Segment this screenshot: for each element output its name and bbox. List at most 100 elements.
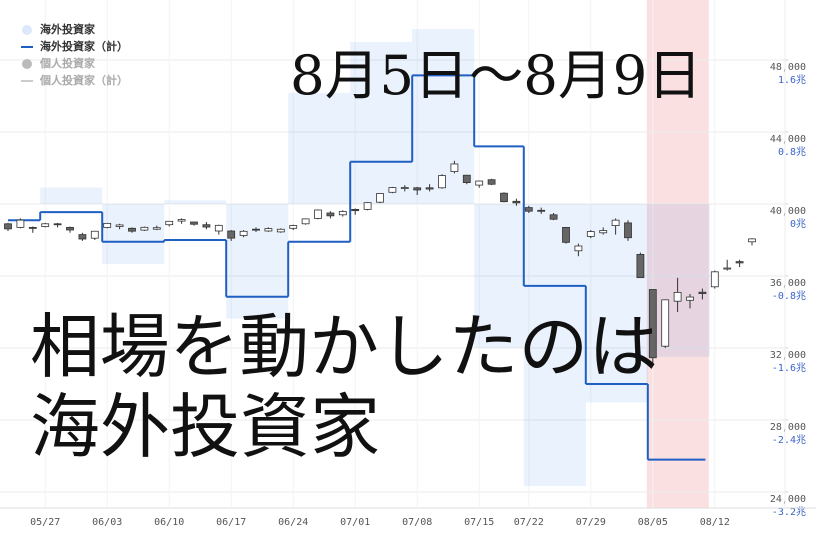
candle-body xyxy=(710,271,719,288)
flow-bar xyxy=(474,203,524,348)
candle-body xyxy=(413,187,422,191)
flow-bar xyxy=(288,92,351,204)
x-tick-label: 08/12 xyxy=(700,517,730,528)
flow-bar xyxy=(350,41,413,204)
y2-tick-label: -1.6兆 xyxy=(772,362,806,374)
candle-body xyxy=(314,209,322,219)
y-tick-label: 40,000 xyxy=(770,206,806,217)
headline: 相場を動かしたのは xyxy=(30,306,658,388)
candle-body xyxy=(115,224,124,227)
x-tick-label: 07/08 xyxy=(402,517,432,528)
y-tick-label: 28,000 xyxy=(770,422,806,433)
candle-body xyxy=(475,180,484,186)
candle-body xyxy=(202,224,211,228)
candle-body xyxy=(41,223,50,227)
candle-body xyxy=(698,291,707,294)
candle-body xyxy=(239,230,248,236)
candle-body xyxy=(624,222,632,239)
candle-body xyxy=(636,253,645,279)
flow-bar xyxy=(164,200,227,204)
x-tick-label: 06/03 xyxy=(92,517,122,528)
candle-body xyxy=(450,163,459,172)
y-tick-label: 36,000 xyxy=(770,278,806,289)
flow-bar xyxy=(226,203,289,319)
candle-body xyxy=(78,234,87,240)
x-tick-label: 06/10 xyxy=(154,517,184,528)
legend-label: 個人投資家（計） xyxy=(39,73,128,87)
legend-label: 海外投資家（計） xyxy=(40,39,128,53)
candle-body xyxy=(735,261,744,264)
candle-body xyxy=(462,174,471,183)
candle-body xyxy=(586,231,595,237)
candle-body xyxy=(537,209,546,212)
date-annotation: 8月5日～8月9日 xyxy=(290,44,702,107)
candle-body xyxy=(648,289,657,359)
candle-body xyxy=(376,193,384,203)
candle-body xyxy=(128,227,136,232)
headline: 海外投資家 xyxy=(30,386,380,468)
candle-body xyxy=(686,296,694,301)
candle-body xyxy=(190,221,198,225)
candle-body xyxy=(152,227,161,230)
y2-tick-label: 0.8兆 xyxy=(778,146,806,158)
y2-tick-label: -2.4兆 xyxy=(772,434,806,446)
candle-body xyxy=(103,222,112,228)
candle-body xyxy=(549,214,558,220)
x-tick-label: 06/24 xyxy=(278,517,308,528)
x-tick-label: 07/15 xyxy=(464,517,494,528)
candle-body xyxy=(214,224,223,232)
candle-body xyxy=(252,228,260,231)
candle-body xyxy=(289,225,298,229)
y2-tick-label: -0.8兆 xyxy=(772,290,806,302)
x-tick-label: 08/05 xyxy=(638,517,668,528)
candle-body xyxy=(4,223,12,230)
x-tick-label: 06/17 xyxy=(216,517,246,528)
candle-body xyxy=(500,192,508,203)
candle-body xyxy=(748,238,756,243)
candle-body xyxy=(574,245,583,252)
legend-label: 個人投資家 xyxy=(39,56,96,70)
y-tick-label: 44,000 xyxy=(770,134,806,145)
candle-body xyxy=(53,223,62,226)
legend-marker xyxy=(22,25,32,35)
candle-body xyxy=(524,207,533,212)
legend-marker xyxy=(22,59,32,69)
legend-label: 海外投資家 xyxy=(40,22,96,36)
candle-body xyxy=(66,226,74,231)
candle-body xyxy=(512,200,521,204)
candle-body xyxy=(661,299,670,347)
candle-body xyxy=(487,179,496,185)
candle-body xyxy=(425,187,434,190)
flow-bar xyxy=(102,203,165,265)
candle-body xyxy=(438,175,446,189)
x-tick-label: 05/27 xyxy=(30,517,60,528)
candle-body xyxy=(338,211,347,216)
candle-body xyxy=(351,208,360,212)
candle-body xyxy=(562,226,570,243)
candle-body xyxy=(140,226,149,231)
candle-body xyxy=(227,230,236,239)
y2-tick-label: 0兆 xyxy=(790,218,806,230)
y-tick-label: 32,000 xyxy=(770,350,806,361)
candle-body xyxy=(16,219,25,228)
flow-bar xyxy=(647,203,710,357)
candle-body xyxy=(363,202,372,210)
y2-tick-label: -3.2兆 xyxy=(772,506,806,518)
y2-tick-label: 1.6兆 xyxy=(778,74,806,86)
x-tick-label: 07/01 xyxy=(340,517,370,528)
candle-body xyxy=(673,291,682,302)
candle-body xyxy=(301,218,310,225)
flow-bar xyxy=(585,203,648,403)
candle-body xyxy=(90,230,99,239)
candle-body xyxy=(723,267,732,270)
candle-body xyxy=(326,212,335,217)
candle-body xyxy=(165,220,174,226)
candle-body xyxy=(177,219,186,222)
x-tick-label: 07/29 xyxy=(576,517,606,528)
x-tick-label: 07/22 xyxy=(514,517,544,528)
candle-body xyxy=(28,226,37,229)
candle-body xyxy=(276,228,285,233)
candle-body xyxy=(599,230,608,234)
candle-body xyxy=(400,187,409,189)
